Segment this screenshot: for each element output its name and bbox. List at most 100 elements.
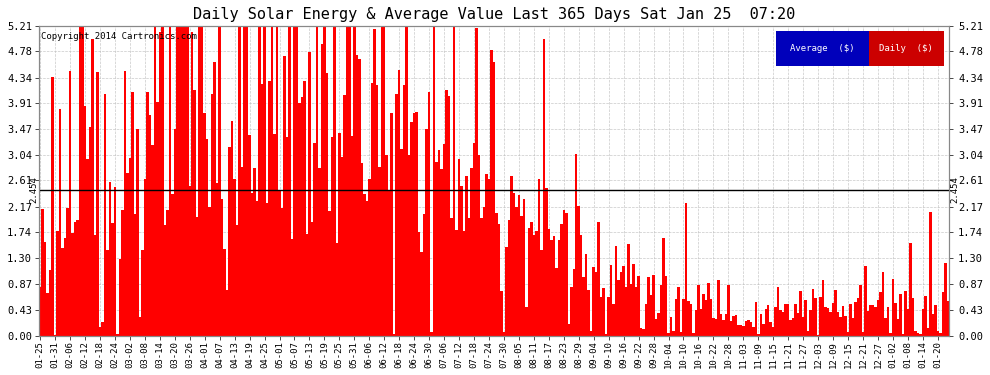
Bar	[835, 290, 837, 336]
Bar	[273, 134, 276, 336]
Bar	[685, 202, 687, 336]
Bar	[707, 283, 710, 336]
Bar	[104, 94, 106, 336]
Bar	[186, 26, 188, 336]
Bar	[854, 302, 856, 336]
Bar	[168, 26, 171, 336]
Bar	[178, 27, 181, 336]
Bar	[555, 268, 557, 336]
Bar	[44, 242, 47, 336]
Bar	[124, 72, 126, 336]
Bar	[892, 279, 894, 336]
Bar	[421, 252, 423, 336]
Bar	[864, 266, 866, 336]
Title: Daily Solar Energy & Average Value Last 365 Days Sat Jan 25  07:20: Daily Solar Energy & Average Value Last …	[193, 7, 795, 22]
Bar	[416, 112, 418, 336]
Bar	[712, 318, 715, 336]
Bar	[278, 191, 281, 336]
Bar	[944, 263, 946, 336]
Bar	[91, 39, 94, 336]
Bar	[301, 97, 303, 336]
Bar	[358, 59, 360, 336]
Bar	[452, 26, 455, 336]
Bar	[86, 159, 89, 336]
Bar	[116, 333, 119, 336]
Bar	[851, 318, 854, 336]
Bar	[485, 174, 488, 336]
Text: Daily  ($): Daily ($)	[879, 44, 934, 53]
Bar	[856, 298, 859, 336]
Bar	[316, 26, 318, 336]
Bar	[69, 70, 71, 336]
Bar	[630, 284, 633, 336]
Bar	[475, 28, 478, 336]
Bar	[815, 298, 817, 336]
Bar	[129, 158, 131, 336]
Bar	[702, 294, 705, 336]
Bar	[478, 155, 480, 336]
Bar	[390, 113, 393, 336]
Bar	[935, 305, 937, 336]
Bar	[844, 316, 846, 336]
Bar	[899, 294, 902, 336]
Bar	[276, 26, 278, 336]
Bar	[909, 243, 912, 336]
Bar	[615, 246, 618, 336]
Bar	[552, 236, 555, 336]
Bar	[822, 280, 825, 336]
Bar	[508, 220, 510, 336]
Bar	[63, 238, 66, 336]
Bar	[644, 304, 647, 336]
Bar	[226, 290, 229, 336]
Bar	[603, 288, 605, 336]
Bar	[742, 326, 744, 336]
Bar	[792, 318, 794, 336]
Bar	[111, 223, 114, 336]
Bar	[268, 81, 271, 336]
Bar	[812, 289, 815, 336]
Bar	[595, 272, 597, 336]
Bar	[570, 287, 572, 336]
Bar	[638, 276, 640, 336]
Bar	[468, 218, 470, 336]
Bar	[937, 331, 940, 336]
Bar	[321, 44, 323, 336]
Bar	[291, 239, 293, 336]
Bar	[462, 231, 465, 336]
Bar	[919, 334, 922, 336]
Bar	[503, 332, 505, 336]
Bar	[575, 154, 577, 336]
Bar	[71, 232, 74, 336]
Bar	[119, 259, 121, 336]
Bar	[344, 95, 346, 336]
Bar	[608, 297, 610, 336]
Bar	[545, 188, 547, 336]
Bar	[877, 300, 879, 336]
Bar	[754, 303, 757, 336]
Bar	[767, 305, 769, 336]
Bar	[897, 319, 899, 336]
Bar	[722, 320, 725, 336]
Bar	[567, 324, 570, 336]
Bar	[620, 273, 623, 336]
Bar	[528, 228, 530, 336]
Bar	[156, 102, 158, 336]
Bar	[500, 291, 503, 336]
Bar	[465, 176, 468, 336]
Bar	[662, 238, 664, 336]
Bar	[610, 265, 613, 336]
Bar	[538, 179, 541, 336]
Bar	[725, 314, 727, 336]
Bar	[747, 320, 749, 336]
Bar	[929, 212, 932, 336]
Bar	[789, 320, 792, 336]
Bar	[513, 193, 515, 336]
Bar	[774, 308, 777, 336]
Bar	[221, 199, 224, 336]
Bar	[510, 176, 513, 336]
Bar	[426, 129, 428, 336]
Bar	[677, 287, 680, 336]
Bar	[418, 232, 421, 336]
Bar	[161, 26, 163, 336]
Bar	[74, 222, 76, 336]
